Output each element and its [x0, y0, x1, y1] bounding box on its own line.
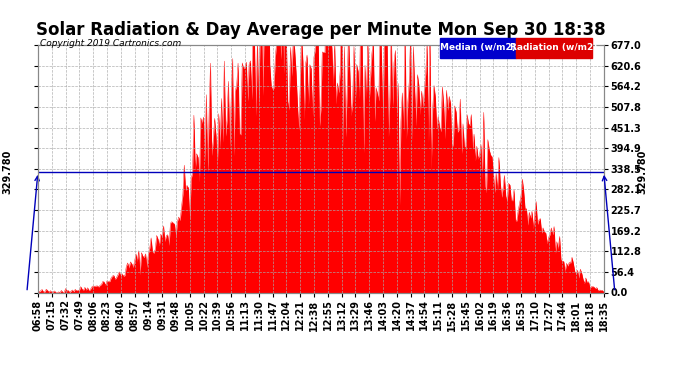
Text: 329.780: 329.780	[2, 150, 12, 194]
Text: Median (w/m2): Median (w/m2)	[440, 44, 516, 52]
Text: 329.780: 329.780	[638, 150, 648, 194]
Text: Solar Radiation & Day Average per Minute Mon Sep 30 18:38: Solar Radiation & Day Average per Minute…	[36, 21, 606, 39]
Text: Copyright 2019 Cartronics.com: Copyright 2019 Cartronics.com	[40, 39, 181, 48]
Text: Radiation (w/m2): Radiation (w/m2)	[511, 44, 598, 52]
